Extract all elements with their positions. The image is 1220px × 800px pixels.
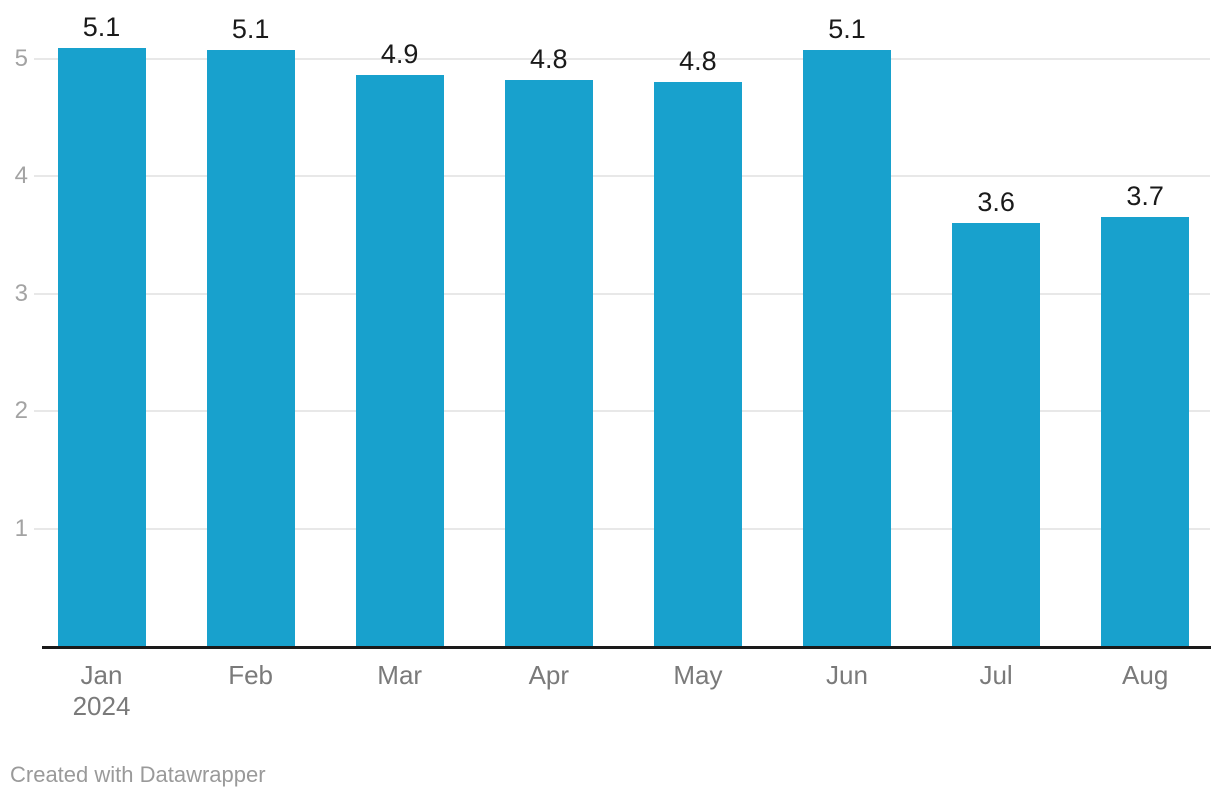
y-axis-tick-label: 5 [14, 45, 28, 72]
gridline [34, 58, 1210, 60]
x-axis-tick-label: Jan [80, 660, 123, 690]
x-axis-tick: Jul [921, 660, 1071, 691]
bar-value-label: 4.8 [530, 44, 568, 75]
bar-jan [57, 48, 146, 646]
gridline [34, 410, 1210, 413]
x-axis-tick-label: Apr [528, 660, 570, 690]
datawrapper-attribution-link[interactable]: Created with Datawrapper [10, 762, 266, 787]
x-axis-tick-label: May [673, 660, 723, 690]
x-axis-tick: Jan 2024 [27, 660, 177, 722]
x-axis-year-label: 2024 [72, 691, 131, 721]
bar-jul [952, 223, 1041, 646]
gridline [34, 527, 1210, 530]
x-axis-tick-label: Mar [377, 660, 423, 690]
x-axis-tick-label: Aug [1122, 660, 1169, 690]
y-axis-tick-label: 4 [14, 162, 28, 190]
bar-feb [206, 49, 295, 646]
bar-value-label: 5.1 [82, 12, 121, 43]
bar-value-label: 3.6 [977, 187, 1015, 218]
gridline [34, 175, 1210, 178]
x-axis-tick-label: Feb [228, 660, 273, 690]
bar-value-label: 5.1 [828, 13, 866, 44]
x-axis-tick: Jun [772, 660, 922, 691]
x-axis-line [42, 646, 1211, 649]
bar-value-label: 4.9 [380, 39, 419, 70]
bar-apr [504, 80, 593, 646]
x-axis-tick-label: Jun [826, 660, 868, 690]
bar-value-label: 3.7 [1126, 181, 1164, 212]
x-axis-tick: Apr [474, 660, 624, 691]
bar-value-label: 5.1 [231, 13, 270, 44]
x-axis-tick: Feb [176, 660, 326, 691]
bar-jun [803, 49, 891, 646]
y-axis-tick-label: 2 [14, 397, 28, 425]
x-axis-tick: Mar [325, 660, 475, 691]
gridline [34, 292, 1210, 295]
bar-value-label: 4.8 [679, 46, 717, 77]
x-axis-tick: Aug [1070, 660, 1220, 691]
bar-mar [355, 75, 444, 646]
y-axis-tick-label: 3 [14, 279, 28, 307]
x-axis-tick-label: Jul [979, 660, 1013, 690]
bar-may [653, 82, 742, 646]
y-axis-tick-label: 1 [14, 514, 28, 542]
bar-aug [1101, 217, 1190, 646]
x-axis-tick: May [623, 660, 773, 691]
